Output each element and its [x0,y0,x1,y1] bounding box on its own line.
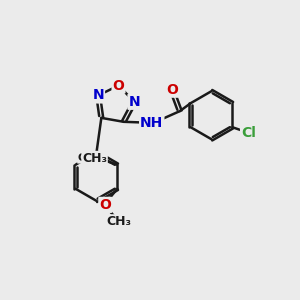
Text: O: O [166,83,178,97]
Text: CH: CH [78,153,95,163]
Text: ₃: ₃ [77,153,95,163]
Text: CH₃: CH₃ [82,152,107,164]
Text: NH: NH [140,116,164,130]
Text: O: O [99,198,111,212]
Text: N: N [92,88,104,102]
Text: CH₃: CH₃ [106,215,131,228]
Text: N: N [128,95,140,109]
Text: O: O [112,79,124,92]
Text: Cl: Cl [241,126,256,140]
